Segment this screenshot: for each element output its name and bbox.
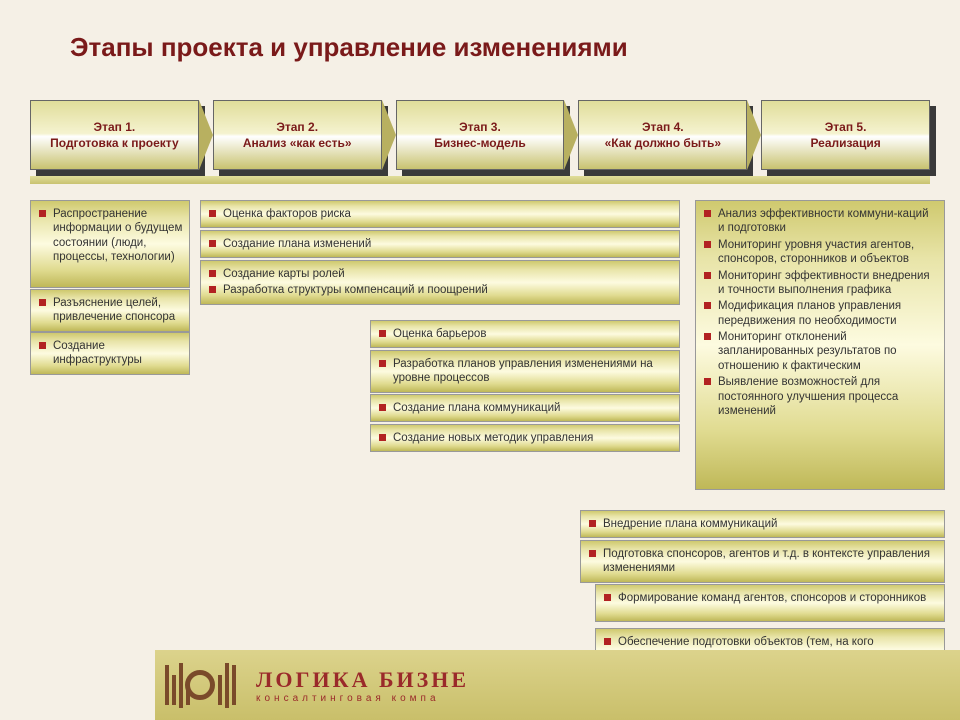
stage-box-5: Этап 5. Реализация — [761, 100, 930, 170]
content-box-7: Разработка планов управления изменениями… — [370, 350, 680, 393]
stage-line2: Анализ «как есть» — [243, 136, 352, 150]
content-box-6: Оценка барьеров — [370, 320, 680, 348]
list-item: Распространение информации о будущем сос… — [35, 207, 183, 265]
list-item: Создание новых методик управления — [375, 431, 673, 445]
list-item: Мониторинг эффективности внедрения и точ… — [700, 269, 938, 298]
list-item: Создание плана изменений — [205, 237, 673, 251]
content-box-4: Создание плана изменений — [200, 230, 680, 258]
stage-line2: Реализация — [810, 136, 880, 150]
chevron-right-icon — [747, 100, 761, 170]
content-box-10: Анализ эффективности коммуни-каций и под… — [695, 200, 945, 490]
content-box-13: Формирование команд агентов, спонсоров и… — [595, 584, 945, 622]
content-box-1: Разъяснение целей, привлечение спонсора — [30, 289, 190, 332]
footer-band: ЛОГИКА БИЗНЕ консалтинговая компа — [155, 650, 960, 720]
content-box-9: Создание новых методик управления — [370, 424, 680, 452]
list-item: Модификация планов управления передвижен… — [700, 299, 938, 328]
chevron-right-icon — [382, 100, 396, 170]
stage-line1: Этап 5. — [825, 120, 867, 134]
stage-line2: «Как должно быть» — [605, 136, 721, 150]
list-item: Создание инфраструктуры — [35, 339, 183, 368]
content-box-11: Внедрение плана коммуникаций — [580, 510, 945, 538]
list-item: Мониторинг отклонений запланированных ре… — [700, 330, 938, 373]
list-item: Создание карты ролей — [205, 267, 673, 281]
list-item: Выявление возможностей для постоянного у… — [700, 375, 938, 418]
list-item: Разработка планов управления изменениями… — [375, 357, 673, 386]
list-item: Формирование команд агентов, спонсоров и… — [600, 591, 938, 605]
chevron-right-icon — [564, 100, 578, 170]
list-item: Мониторинг уровня участия агентов, спонс… — [700, 238, 938, 267]
footer-brand: ЛОГИКА БИЗНЕ консалтинговая компа — [256, 667, 469, 704]
stage-line1: Этап 2. — [276, 120, 318, 134]
content-box-12: Подготовка спонсоров, агентов и т.д. в к… — [580, 540, 945, 583]
list-item: Оценка факторов риска — [205, 207, 673, 221]
list-item: Подготовка спонсоров, агентов и т.д. в к… — [585, 547, 938, 576]
content-box-3: Оценка факторов риска — [200, 200, 680, 228]
content-box-8: Создание плана коммуникаций — [370, 394, 680, 422]
stage-line1: Этап 4. — [642, 120, 684, 134]
list-item: Анализ эффективности коммуни-каций и под… — [700, 207, 938, 236]
stage-box-2: Этап 2. Анализ «как есть» — [213, 100, 382, 170]
list-item: Разъяснение целей, привлечение спонсора — [35, 296, 183, 325]
content-box-0: Распространение информации о будущем сос… — [30, 200, 190, 288]
content-box-2: Создание инфраструктуры — [30, 332, 190, 375]
list-item: Внедрение плана коммуникаций — [585, 517, 938, 531]
list-item: Создание плана коммуникаций — [375, 401, 673, 415]
stages-row: Этап 1. Подготовка к проекту Этап 2. Анализ… — [30, 100, 930, 180]
stage-line1: Этап 1. — [94, 120, 136, 134]
footer-brand-line2: консалтинговая компа — [256, 693, 469, 704]
footer-logo-icon — [165, 663, 236, 708]
stage-box-1: Этап 1. Подготовка к проекту — [30, 100, 199, 170]
page-title: Этапы проекта и управление изменениями — [70, 32, 628, 63]
stage-box-3: Этап 3. Бизнес-модель — [396, 100, 565, 170]
footer-brand-line1: ЛОГИКА БИЗНЕ — [256, 667, 469, 693]
stage-line1: Этап 3. — [459, 120, 501, 134]
stage-line2: Бизнес-модель — [434, 136, 526, 150]
list-item: Разработка структуры компенсаций и поощр… — [205, 283, 673, 297]
list-item: Оценка барьеров — [375, 327, 673, 341]
content-box-5: Создание карты ролей Разработка структуры… — [200, 260, 680, 305]
stage-line2: Подготовка к проекту — [50, 136, 179, 150]
chevron-right-icon — [199, 100, 213, 170]
stage-box-4: Этап 4. «Как должно быть» — [578, 100, 747, 170]
